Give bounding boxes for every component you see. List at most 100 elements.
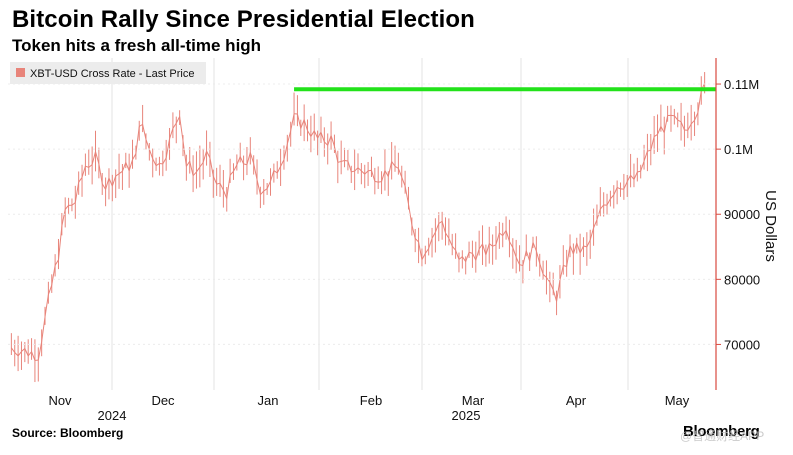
source-note: Source: Bloomberg bbox=[12, 426, 124, 440]
price-line-segment bbox=[535, 250, 541, 264]
price-line-segment bbox=[663, 115, 669, 133]
price-line-segment bbox=[105, 177, 110, 190]
price-line-segment bbox=[14, 352, 19, 357]
price-line-segment bbox=[579, 245, 584, 254]
price-line-segment bbox=[522, 250, 527, 266]
price-line-segment bbox=[569, 245, 574, 255]
price-line-segment bbox=[572, 242, 578, 255]
price-line-segment bbox=[115, 173, 120, 177]
price-line-segment bbox=[162, 157, 167, 165]
price-line-segment bbox=[502, 230, 507, 236]
price-line-segment bbox=[307, 130, 312, 137]
price-line-segment bbox=[418, 241, 423, 260]
price-line-segment bbox=[532, 242, 537, 252]
x-tick-jan: Jan bbox=[258, 393, 279, 408]
price-line-segment bbox=[290, 113, 295, 131]
price-line-segment bbox=[236, 156, 241, 166]
price-line-segment bbox=[185, 160, 191, 167]
price-line-segment bbox=[31, 351, 36, 361]
price-line-segment bbox=[566, 245, 571, 267]
y-tick-label: 90000 bbox=[724, 207, 760, 222]
price-line-segment bbox=[323, 141, 329, 146]
price-line-segment bbox=[542, 273, 547, 278]
price-line-segment bbox=[589, 227, 595, 241]
price-line-segment bbox=[495, 232, 500, 245]
price-line-segment bbox=[421, 253, 426, 260]
price-line-segment bbox=[505, 230, 510, 242]
price-line-segment bbox=[411, 224, 416, 239]
price-line-segment bbox=[44, 294, 49, 317]
price-line-segment bbox=[54, 259, 59, 266]
x-year-2025: 2025 bbox=[452, 408, 481, 423]
price-line-segment bbox=[239, 156, 245, 165]
price-line-segment bbox=[381, 170, 386, 182]
y-tick-label: 70000 bbox=[724, 337, 760, 352]
price-line-segment bbox=[95, 151, 100, 164]
price-line-segment bbox=[317, 131, 322, 139]
price-line-segment bbox=[78, 177, 83, 183]
price-line-segment bbox=[468, 251, 473, 254]
price-line-segment bbox=[266, 180, 271, 189]
price-line-segment bbox=[303, 119, 308, 131]
price-line-segment bbox=[475, 248, 480, 261]
price-line-segment bbox=[347, 160, 352, 173]
price-line-segment bbox=[368, 169, 372, 172]
price-line-segment bbox=[47, 284, 53, 295]
price-line-segment bbox=[169, 128, 174, 140]
price-line-segment bbox=[135, 126, 140, 154]
price-line-segment bbox=[391, 161, 396, 167]
price-line-segment bbox=[687, 123, 692, 131]
price-line-segment bbox=[253, 163, 258, 180]
price-line-segment bbox=[51, 265, 56, 286]
price-line-segment bbox=[85, 165, 89, 168]
price-line-segment bbox=[337, 160, 342, 163]
price-line-segment bbox=[512, 247, 517, 258]
vertical-gridlines bbox=[111, 58, 629, 390]
price-line-segment bbox=[478, 243, 483, 250]
price-line-segment bbox=[41, 316, 46, 342]
price-line-segment bbox=[586, 239, 591, 248]
price-line-segment bbox=[515, 257, 520, 265]
price-line-segment bbox=[351, 170, 355, 173]
price-line-segment bbox=[108, 177, 113, 187]
price-line-segment bbox=[212, 175, 218, 185]
price-line-segment bbox=[441, 221, 446, 234]
price-line-segment bbox=[341, 160, 345, 162]
price-line-segment bbox=[182, 140, 187, 167]
price-line-segment bbox=[145, 139, 150, 150]
price-line-segment bbox=[128, 159, 133, 171]
price-line-segment bbox=[172, 122, 177, 129]
price-line-segment bbox=[394, 165, 399, 169]
y-axis-title: US Dollars bbox=[762, 190, 779, 262]
price-line-segment bbox=[330, 135, 335, 147]
price-line-segment bbox=[111, 175, 117, 187]
price-line-segment bbox=[485, 243, 490, 256]
price-line-segment bbox=[519, 264, 524, 267]
price-line-segment bbox=[152, 158, 157, 166]
price-line-segment bbox=[121, 162, 127, 172]
price-line-segment bbox=[660, 126, 665, 133]
price-line-segment bbox=[488, 243, 493, 247]
price-line-segment bbox=[623, 181, 628, 190]
price-line-segment bbox=[458, 256, 463, 260]
chart-subtitle: Token hits a fresh all-time high bbox=[12, 36, 262, 55]
price-line-segment bbox=[552, 289, 558, 302]
price-line-segment bbox=[697, 90, 702, 113]
price-line-segment bbox=[509, 241, 514, 248]
price-line-segment bbox=[673, 115, 679, 121]
price-line-segment bbox=[438, 220, 443, 224]
price-line-segment bbox=[404, 185, 409, 205]
price-line-segment bbox=[165, 138, 171, 158]
price-line-segment bbox=[657, 126, 662, 135]
price-line-segment bbox=[81, 166, 86, 178]
price-line-segment bbox=[118, 170, 123, 175]
price-line-segment bbox=[260, 190, 265, 196]
x-tick-apr: Apr bbox=[566, 393, 587, 408]
price-line-segment bbox=[539, 263, 544, 275]
price-line-segment bbox=[606, 198, 611, 206]
price-line-segment bbox=[563, 265, 567, 267]
price-line-segment bbox=[179, 116, 184, 141]
price-line-segment bbox=[461, 256, 467, 262]
price-line-segment bbox=[91, 151, 96, 165]
x-axis-labels: Nov Dec Jan Feb Mar Apr May 2024 2025 bbox=[48, 393, 689, 423]
